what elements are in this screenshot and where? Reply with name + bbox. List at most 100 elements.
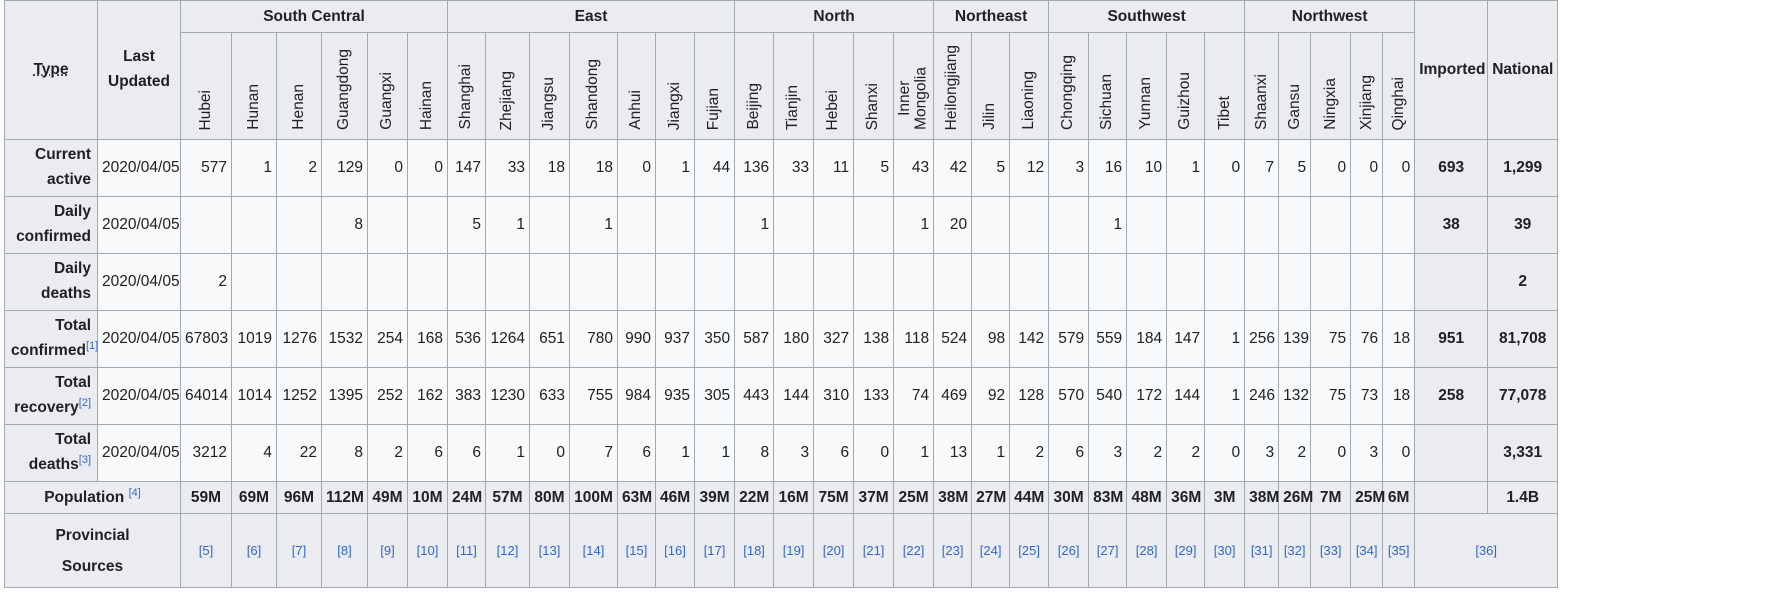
source-ref-link[interactable]: [21] <box>862 543 885 558</box>
source-ref-link[interactable]: [20] <box>822 543 845 558</box>
source-ref-link[interactable]: [9] <box>380 543 395 558</box>
source-ref-link[interactable]: [32] <box>1283 543 1306 558</box>
source-ref-link[interactable]: [29] <box>1174 543 1197 558</box>
value-cell: 1 <box>485 424 530 482</box>
source-ref-link[interactable]: [5] <box>198 543 214 558</box>
value-cell <box>1048 196 1090 254</box>
source-ref-link[interactable]: [16] <box>664 543 686 558</box>
national-source-cell: [36] <box>1414 513 1559 588</box>
source-ref-link[interactable]: [25] <box>1018 543 1040 558</box>
value-cell <box>1204 253 1246 311</box>
source-ref-cell: [24] <box>971 513 1011 588</box>
population-cell: 38M <box>933 481 973 514</box>
source-ref-link[interactable]: [6] <box>246 543 262 558</box>
source-ref-link[interactable]: [30] <box>1213 543 1236 558</box>
value-cell: 2 <box>367 424 408 482</box>
citation-link[interactable]: [1] <box>85 340 99 353</box>
source-ref-link[interactable]: [15] <box>625 543 648 558</box>
value-cell: 0 <box>853 424 895 482</box>
province-header-zhejiang: Zhejiang <box>485 32 530 140</box>
value-cell: 3 <box>773 424 815 482</box>
table-row: Total confirmed[1] 2020/04/05 67803 1019 1276… <box>4 310 1559 368</box>
value-cell <box>1126 196 1168 254</box>
source-ref-link[interactable]: [34] <box>1355 543 1378 558</box>
population-cell: 100M <box>569 481 618 514</box>
value-cell: 2 <box>1009 424 1050 482</box>
province-header-hainan: Hainan <box>407 32 448 140</box>
province-name: Shaanxi <box>1252 73 1270 130</box>
population-cell: 27M <box>971 481 1011 514</box>
region-header-northeast: Northeast <box>933 0 1050 33</box>
value-cell: 0 <box>1310 424 1352 482</box>
value-cell: 128 <box>1009 367 1050 425</box>
value-cell: 4 <box>231 424 277 482</box>
source-ref-link[interactable]: [11] <box>456 543 477 558</box>
value-cell: 0 <box>367 139 408 197</box>
value-cell: 0 <box>1204 424 1246 482</box>
source-ref-link[interactable]: [19] <box>782 543 805 558</box>
province-header-jiangsu: Jiangsu <box>529 32 570 140</box>
province-header-tianjin: Tianjin <box>773 32 815 140</box>
population-cell: 83M <box>1088 481 1128 514</box>
source-ref-link[interactable]: [8] <box>337 543 352 558</box>
source-ref-link[interactable]: [7] <box>291 543 307 558</box>
type-header[interactable]: Type <box>4 0 98 140</box>
value-cell: 118 <box>893 310 935 368</box>
value-cell: 651 <box>529 310 570 368</box>
province-header-shanghai: Shanghai <box>447 32 486 140</box>
source-ref-link[interactable]: [22] <box>902 543 925 558</box>
citation-link[interactable]: [3] <box>78 454 91 467</box>
source-ref-link[interactable]: [13] <box>538 543 561 558</box>
source-ref-cell: [34] <box>1350 513 1384 588</box>
citation-link[interactable]: [4] <box>128 487 141 500</box>
value-cell: 184 <box>1126 310 1168 368</box>
value-cell: 1 <box>1204 310 1246 368</box>
source-ref-link[interactable]: [33] <box>1319 543 1342 558</box>
source-ref-link[interactable]: [35] <box>1387 543 1410 558</box>
value-cell <box>1244 196 1280 254</box>
value-cell: 6 <box>407 424 448 482</box>
population-imported-cell <box>1414 481 1489 514</box>
source-ref-link[interactable]: [18] <box>743 543 765 558</box>
value-cell <box>1278 196 1312 254</box>
source-ref-cell: [14] <box>569 513 618 588</box>
value-cell: 0 <box>617 139 656 197</box>
value-cell: 64014 <box>180 367 232 425</box>
province-header-ningxia: Ningxia <box>1310 32 1352 140</box>
source-ref-link[interactable]: [12] <box>496 543 519 558</box>
citation-link[interactable]: [2] <box>78 397 91 410</box>
source-ref-link[interactable]: [23] <box>941 543 964 558</box>
source-ref-link[interactable]: [10] <box>416 543 439 558</box>
population-cell: 46M <box>655 481 695 514</box>
population-cell: 80M <box>529 481 570 514</box>
sources-label-line: Sources <box>61 557 124 575</box>
source-ref-link[interactable]: [31] <box>1250 543 1273 558</box>
source-ref-cell: [20] <box>813 513 855 588</box>
value-cell <box>1048 253 1090 311</box>
source-ref-link[interactable]: [24] <box>979 543 1002 558</box>
value-cell: 310 <box>813 367 855 425</box>
source-ref-link[interactable]: [36] <box>1475 543 1498 558</box>
population-cell: 39M <box>693 481 736 514</box>
table-row: Daily deaths 2020/04/05 2 2 <box>4 253 1559 311</box>
source-ref-link[interactable]: [27] <box>1096 543 1119 558</box>
province-header-xinjiang: Xinjiang <box>1350 32 1384 140</box>
value-cell: 5 <box>447 196 486 254</box>
province-name: Jiangsu <box>540 76 558 130</box>
source-ref-link[interactable]: [28] <box>1135 543 1158 558</box>
value-cell: 577 <box>180 139 232 197</box>
sources-row: Provincial Sources [5] [6] [7] [8] [9] [10] [11]… <box>4 513 1559 588</box>
row-label-line: Daily <box>53 203 91 221</box>
source-ref-cell: [31] <box>1244 513 1280 588</box>
value-cell: 20 <box>933 196 973 254</box>
value-cell <box>693 196 736 254</box>
region-header-southwest: Southwest <box>1048 0 1246 33</box>
population-cell: 49M <box>367 481 408 514</box>
value-cell <box>1244 253 1280 311</box>
source-ref-link[interactable]: [14] <box>582 543 605 558</box>
source-ref-link[interactable]: [17] <box>703 543 726 558</box>
population-cell: 30M <box>1048 481 1090 514</box>
source-ref-link[interactable]: [26] <box>1057 543 1080 558</box>
value-cell: 0 <box>1350 139 1384 197</box>
row-header-total-recovery: Total recovery[2] <box>4 367 98 425</box>
